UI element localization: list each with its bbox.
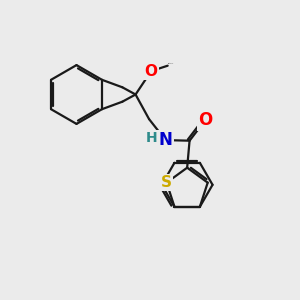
Text: S: S (161, 175, 172, 190)
Text: methoxy: methoxy (168, 62, 175, 64)
Text: H: H (146, 131, 157, 145)
Text: O: O (198, 111, 212, 129)
Text: O: O (145, 64, 158, 79)
Text: N: N (159, 131, 172, 149)
